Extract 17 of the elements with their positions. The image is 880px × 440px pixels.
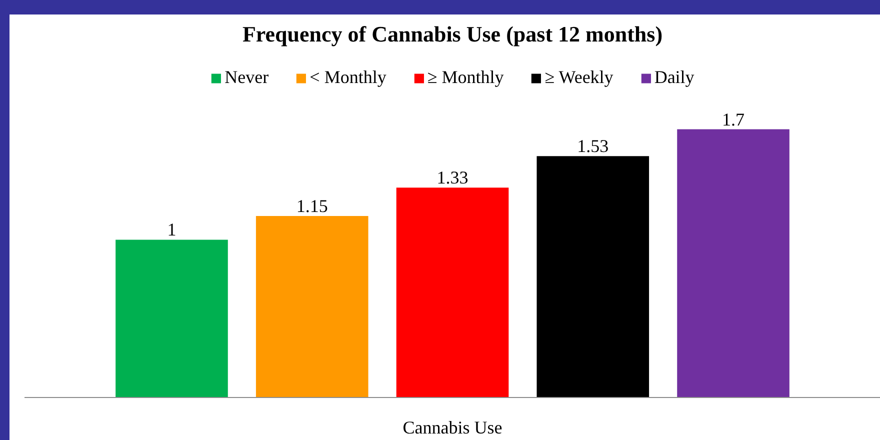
bar — [116, 240, 228, 398]
x-axis-title: Cannabis Use — [402, 418, 502, 438]
bar — [396, 188, 509, 398]
data-label: 1.7 — [722, 109, 745, 130]
bar — [256, 216, 368, 398]
legend-label: ≥ Weekly — [544, 67, 614, 88]
legend-label: ≥ Monthly — [427, 67, 504, 88]
data-label: 1.53 — [577, 136, 609, 156]
data-label: 1.15 — [296, 196, 328, 216]
bar — [677, 129, 790, 398]
data-label: 1 — [167, 220, 176, 240]
legend-label: Never — [224, 67, 269, 88]
chart-title: Frequency of Cannabis Use (past 12 months) — [242, 22, 663, 46]
legend-label: Daily — [654, 67, 694, 88]
data-label: 1.33 — [436, 168, 468, 188]
bar — [536, 156, 650, 398]
legend-label: < Monthly — [310, 67, 386, 88]
